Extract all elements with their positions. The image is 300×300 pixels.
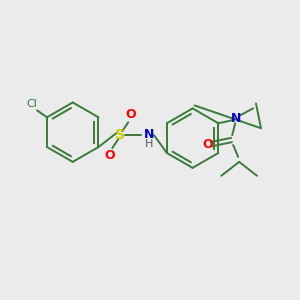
Text: N: N: [144, 128, 154, 141]
Text: S: S: [115, 128, 125, 142]
Text: O: O: [202, 138, 213, 151]
Text: O: O: [104, 149, 115, 162]
Text: O: O: [126, 108, 136, 121]
Text: N: N: [231, 112, 242, 125]
Text: H: H: [145, 139, 153, 149]
Text: Cl: Cl: [27, 99, 38, 110]
